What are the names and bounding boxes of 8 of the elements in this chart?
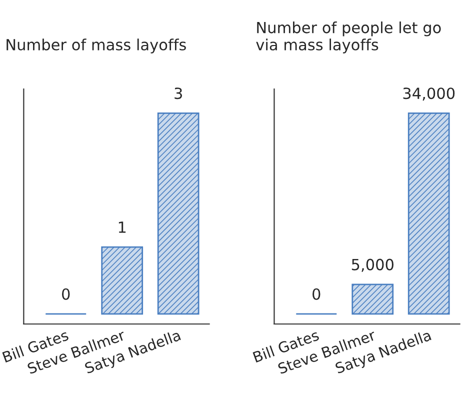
data-label: 0 [62,288,70,300]
chart-title: Number of people let go via mass layoffs [256,21,441,54]
data-label: 0 [312,288,320,300]
data-label: 34,000 [403,88,455,101]
data-label: 1 [118,222,126,233]
data-label: 3 [174,88,182,100]
chart-title: Number of mass layoffs [6,38,186,54]
data-label: 5,000 [352,258,394,272]
